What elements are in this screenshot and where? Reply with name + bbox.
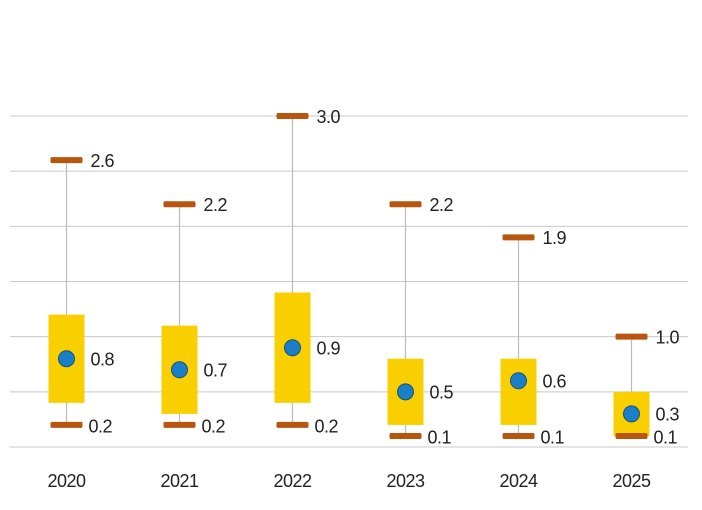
max-label: 2.2	[204, 195, 228, 215]
mean-dot	[623, 405, 640, 423]
min-label: 0.1	[428, 428, 452, 448]
max-label: 2.2	[430, 195, 454, 215]
x-tick-label: 2021	[160, 471, 199, 491]
max-label: 3.0	[317, 107, 341, 127]
max-cap	[50, 157, 83, 164]
x-tick-label: 2025	[612, 471, 651, 491]
max-cap	[389, 201, 422, 208]
x-tick-label: 2023	[386, 471, 425, 491]
max-cap	[276, 113, 309, 119]
max-cap	[163, 201, 196, 208]
x-tick-label: 2020	[47, 471, 86, 491]
mean-label: 0.6	[543, 372, 567, 392]
mean-dot	[284, 339, 301, 357]
max-cap	[502, 234, 535, 241]
min-label: 0.2	[202, 417, 226, 437]
min-label: 0.2	[89, 417, 113, 437]
mean-label: 0.3	[656, 405, 680, 425]
max-label: 1.0	[656, 327, 680, 347]
min-cap	[276, 421, 309, 428]
mean-dot	[58, 350, 75, 368]
min-label: 0.1	[654, 428, 678, 448]
x-tick-label: 2022	[273, 471, 312, 491]
box	[500, 358, 537, 425]
mean-label: 0.9	[317, 338, 341, 358]
mean-dot	[510, 372, 527, 390]
mean-label: 0.5	[430, 383, 454, 403]
mean-label: 0.7	[204, 361, 228, 381]
min-label: 0.2	[315, 417, 339, 437]
min-cap	[163, 421, 196, 428]
max-label: 1.9	[543, 228, 567, 248]
min-label: 0.1	[541, 428, 565, 448]
mean-dot	[397, 383, 414, 401]
min-cap	[50, 421, 83, 428]
min-cap	[502, 432, 535, 439]
mean-dot	[171, 361, 188, 379]
min-cap	[615, 432, 648, 439]
min-cap	[389, 432, 422, 439]
max-label: 2.6	[91, 151, 115, 171]
max-cap	[615, 333, 648, 340]
x-tick-label: 2024	[499, 471, 538, 491]
mean-label: 0.8	[91, 349, 115, 369]
